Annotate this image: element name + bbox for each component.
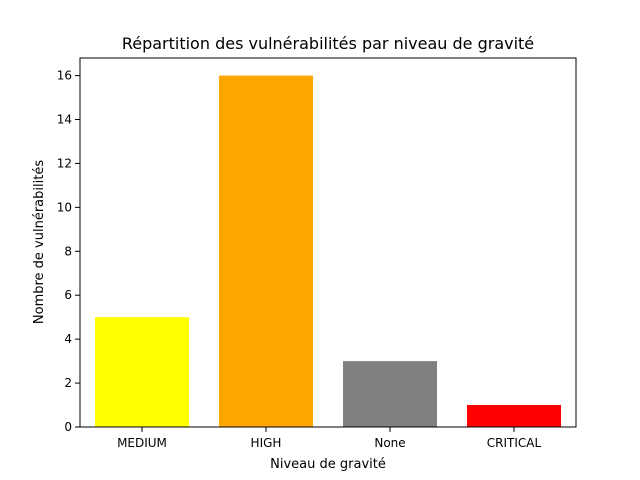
y-tick-label: 12	[57, 156, 72, 170]
y-axis-ticks: 0 2 4 6 8 10 12 14 16	[57, 69, 80, 434]
bar-none	[343, 361, 437, 427]
y-tick-label: 16	[57, 69, 72, 83]
bar-high	[219, 75, 313, 428]
y-tick-label: 14	[57, 113, 72, 127]
y-tick-label: 6	[64, 288, 72, 302]
x-axis-label: Niveau de gravité	[270, 457, 386, 472]
x-tick-label: MEDIUM	[117, 436, 167, 450]
y-tick-label: 10	[57, 200, 72, 214]
x-tick-label: None	[374, 436, 405, 450]
y-axis-label: Nombre de vulnérabilités	[32, 160, 47, 324]
bar-medium	[95, 317, 189, 427]
y-tick-label: 2	[64, 376, 72, 390]
y-tick-label: 4	[64, 332, 72, 346]
plot-frame	[79, 57, 577, 428]
y-tick-label: 0	[64, 420, 72, 434]
y-tick-label: 8	[64, 244, 72, 258]
x-tick-label: CRITICAL	[487, 436, 542, 450]
x-tick-label: HIGH	[251, 436, 282, 450]
bars	[95, 75, 561, 428]
chart-title: Répartition des vulnérabilités par nivea…	[122, 34, 534, 53]
x-axis-ticks: MEDIUM HIGH None CRITICAL	[117, 427, 542, 450]
bar-critical	[467, 405, 561, 427]
